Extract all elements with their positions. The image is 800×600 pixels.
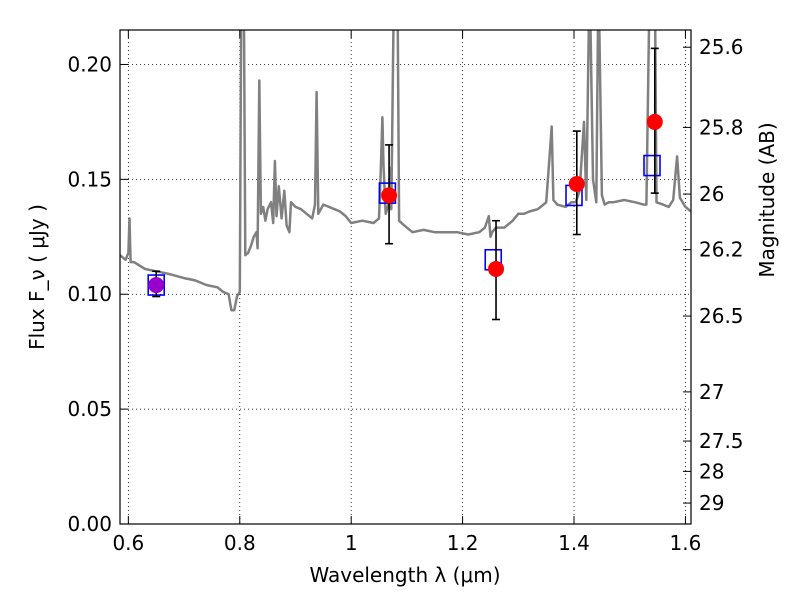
y2-tick-label: 26	[699, 182, 724, 206]
y-tick-label: 0.05	[67, 397, 112, 421]
y2-tick-label: 26.5	[699, 304, 744, 328]
y-axis-label: Flux F_ν ( μJy )	[25, 204, 49, 350]
x-tick-label: 1.2	[447, 531, 479, 555]
observed-flux-point	[381, 187, 398, 204]
model-spectrum-layer	[120, 30, 691, 312]
y2-tick-label: 28	[699, 459, 724, 483]
x-tick-label: 0.6	[112, 531, 144, 555]
y2-tick-label: 25.6	[699, 35, 744, 59]
x-tick-label: 1.6	[670, 531, 702, 555]
synthetic-photometry-square	[643, 154, 661, 177]
y2-tick-label: 27.5	[699, 429, 744, 453]
y-tick-label: 0.00	[67, 512, 112, 536]
y2-tick-label: 26.2	[699, 238, 744, 262]
x-tick-label: 0.8	[224, 531, 256, 555]
ticks: 0.6 0.8 1 1.2 1.4 1.6 0.00 0.05 0.10 0.15 0.20 25.6…	[67, 30, 744, 555]
x-axis-label: Wavelength λ (μm)	[309, 563, 500, 587]
y2-tick-label: 27	[699, 380, 724, 404]
x-tick-label: 1.4	[558, 531, 590, 555]
y-tick-label: 0.15	[67, 167, 112, 191]
x-tick-label: 1	[345, 531, 358, 555]
plot-frame	[119, 29, 692, 525]
observed-flux-point	[488, 260, 505, 277]
y2-tick-label: 29	[699, 491, 724, 515]
observed-flux-point	[148, 277, 165, 294]
y-tick-label: 0.10	[67, 282, 112, 306]
y2-tick-label: 25.8	[699, 115, 744, 139]
markers-layer	[147, 47, 663, 321]
grid	[120, 30, 691, 525]
observed-flux-point	[568, 175, 585, 192]
y2-axis-label: Magnitude (AB)	[755, 122, 779, 277]
observed-flux-point	[646, 113, 663, 130]
y-tick-label: 0.20	[67, 52, 112, 76]
model-spectrum-line	[120, 30, 691, 312]
